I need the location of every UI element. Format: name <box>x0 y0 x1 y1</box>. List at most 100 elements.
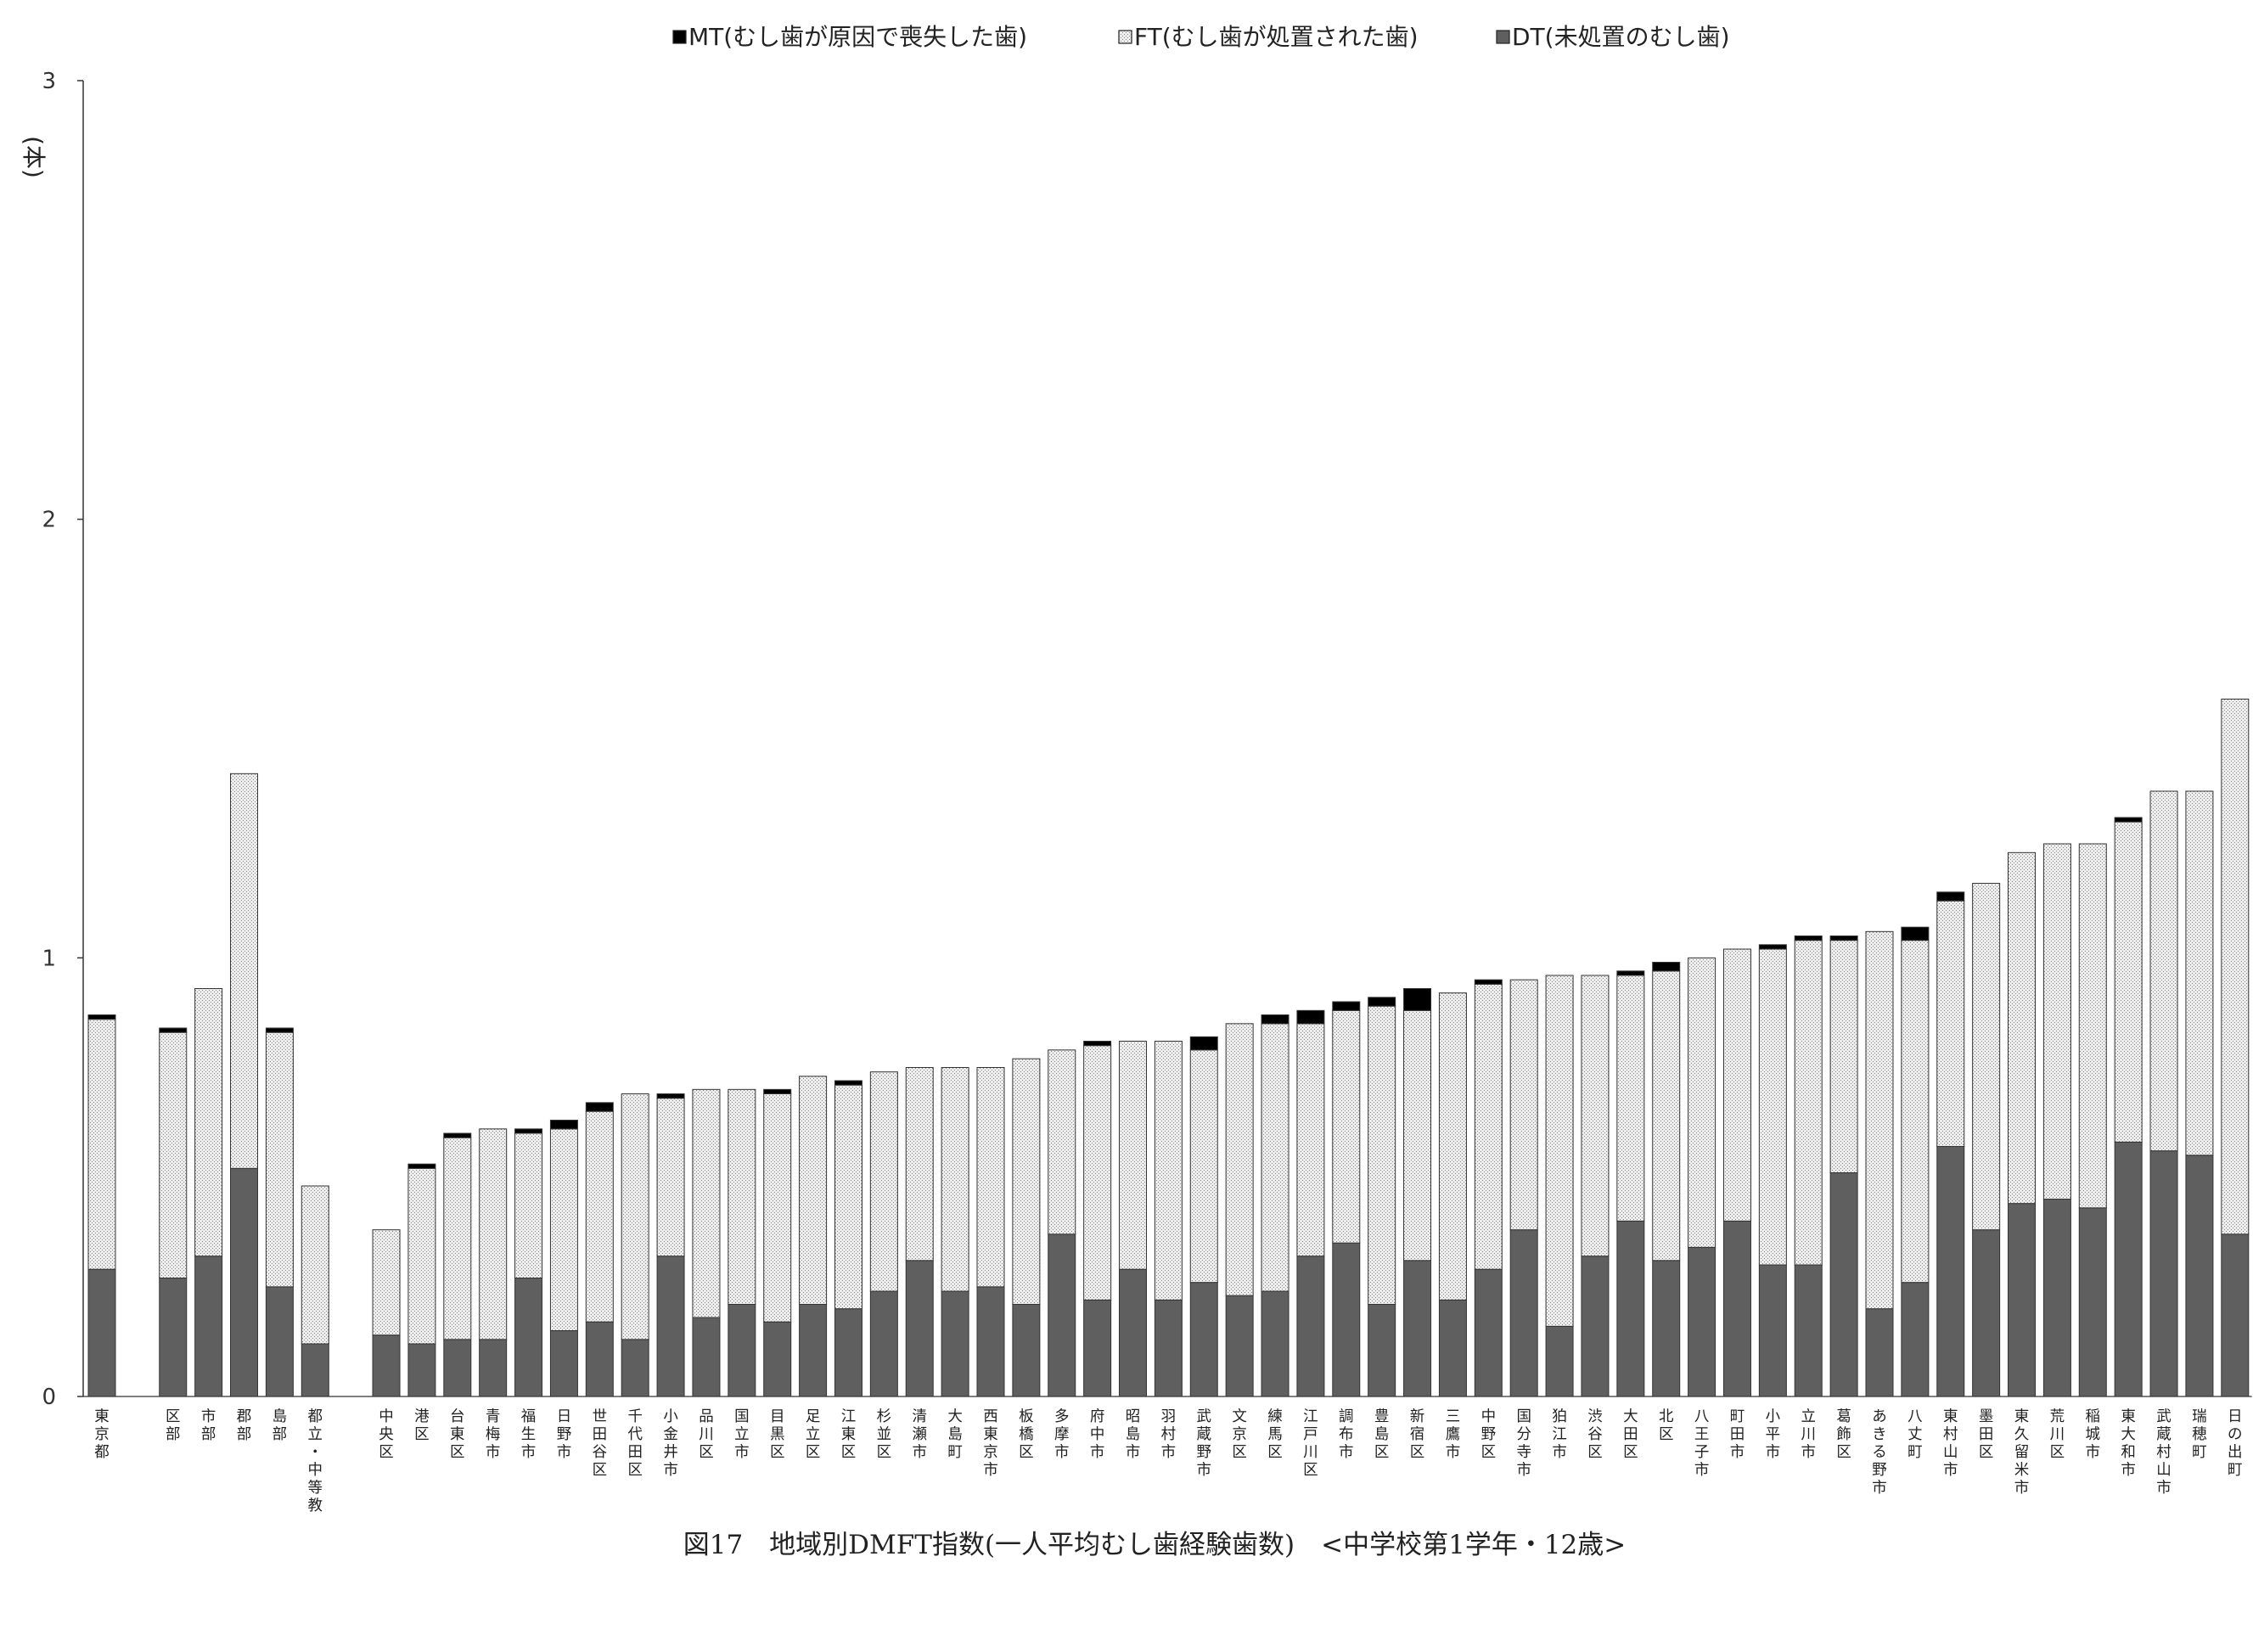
bar-segment-dt <box>1048 1233 1076 1397</box>
bar-stack <box>763 1088 792 1397</box>
legend-swatch <box>672 30 687 44</box>
x-tick-label: 東久留米市 <box>2014 1408 2030 1497</box>
x-tick-label: 瑞穂町 <box>2192 1408 2207 1461</box>
bar-segment-dt <box>230 1167 259 1397</box>
bar-stack <box>479 1128 508 1397</box>
bar-stack <box>159 1027 188 1397</box>
bar-segment-dt <box>372 1335 401 1397</box>
bar-segment-ft <box>1936 900 1965 1147</box>
bar-segment-mt <box>1332 1001 1361 1011</box>
bar-stack <box>728 1088 756 1397</box>
bar-segment-dt <box>941 1290 969 1397</box>
bar-segment-dt <box>905 1260 934 1397</box>
bar-stack <box>1829 936 1858 1397</box>
bar-segment-dt <box>2221 1233 2250 1397</box>
chart-caption: 図17 地域別DMFT指数(一人平均むし歯経験歯数) <中学校第1学年・12歳> <box>683 1530 1627 1560</box>
bar-stack <box>1225 1023 1254 1397</box>
bar-segment-dt <box>1936 1146 1965 1397</box>
bar-segment-dt <box>443 1339 472 1397</box>
bar-segment-dt <box>976 1286 1005 1397</box>
bar-segment-ft <box>265 1031 294 1288</box>
bar-stack <box>1509 979 1538 1397</box>
bar-segment-ft <box>1189 1049 1218 1284</box>
bar-segment-ft <box>2114 821 2143 1143</box>
bar-stack <box>2078 843 2107 1397</box>
bar-segment-mt <box>443 1132 472 1138</box>
bar-segment-mt <box>1616 970 1645 976</box>
bar-stack <box>2185 790 2214 1397</box>
bar-segment-dt <box>869 1290 898 1397</box>
bar-segment-ft <box>1154 1041 1183 1301</box>
bar-segment-ft <box>1829 940 1858 1173</box>
bar-stack <box>869 1071 898 1397</box>
bar-segment-dt <box>1189 1282 1218 1397</box>
bar-segment-ft <box>1865 930 1894 1310</box>
bar-segment-dt <box>1972 1229 2001 1397</box>
bar-segment-ft <box>1616 975 1645 1222</box>
bar-stack <box>87 1014 116 1397</box>
bar-segment-dt <box>692 1317 721 1397</box>
x-tick-label: 大島町 <box>947 1408 963 1461</box>
bar-segment-mt <box>656 1093 685 1099</box>
bar-segment-mt <box>1652 962 1681 972</box>
bar-segment-mt <box>763 1088 792 1095</box>
legend-label: FT(むし歯が処置された歯) <box>1134 23 1419 51</box>
x-tick-label: 台東区 <box>450 1408 465 1461</box>
bar-segment-ft <box>1261 1023 1289 1292</box>
bar-stack <box>976 1067 1005 1397</box>
bar-stack <box>1261 1014 1289 1397</box>
bar-segment-ft <box>159 1031 188 1278</box>
bar-stack <box>1901 926 1930 1397</box>
bar-segment-ft <box>1722 948 1751 1222</box>
bar-segment-dt <box>1119 1268 1148 1397</box>
bar-stack <box>230 773 259 1397</box>
bar-segment-mt <box>407 1163 436 1169</box>
bar-segment-mt <box>549 1120 578 1130</box>
bar-segment-ft <box>1758 948 1787 1266</box>
bar-stack <box>1972 883 2001 1397</box>
bar-segment-ft <box>763 1093 792 1323</box>
x-tick-label: 千代田区 <box>627 1408 643 1479</box>
bar-segment-ft <box>692 1088 721 1318</box>
bar-segment-dt <box>87 1268 116 1397</box>
y-tick-label: 3 <box>42 69 56 94</box>
bar-segment-ft <box>941 1067 969 1292</box>
bar-segment-ft <box>2221 699 2250 1235</box>
bar-segment-ft <box>2078 843 2107 1209</box>
bar-segment-dt <box>728 1304 756 1397</box>
x-tick-label: 多摩市 <box>1054 1408 1070 1461</box>
bar-segment-mt <box>1758 944 1787 950</box>
bar-stack <box>265 1027 294 1397</box>
x-tick-label: 中央区 <box>379 1408 394 1461</box>
bar-segment-ft <box>1972 883 2001 1231</box>
x-tick-label: 八丈町 <box>1907 1408 1923 1461</box>
chart-legend: MT(むし歯が原因で喪失した歯) FT(むし歯が処置された歯) DT(未処置のむし歯… <box>672 23 1730 51</box>
bar-segment-dt <box>1225 1295 1254 1397</box>
bar-segment-dt <box>1083 1299 1112 1397</box>
bar-stack <box>1865 930 1894 1397</box>
bar-segment-ft <box>301 1185 329 1345</box>
bar-segment-ft <box>514 1132 543 1278</box>
x-tick-label: 郡部 <box>237 1408 252 1443</box>
x-tick-label: 武蔵村山市 <box>2156 1408 2172 1497</box>
bar-stack <box>941 1067 969 1397</box>
bar-segment-ft <box>1794 940 1823 1266</box>
x-tick-label: 国立市 <box>734 1408 750 1461</box>
bar-stack <box>1545 975 1574 1397</box>
x-tick-label: 港区 <box>414 1408 430 1443</box>
x-tick-label: 目黒区 <box>770 1408 785 1461</box>
bar-segment-dt <box>1581 1256 1610 1397</box>
bar-segment-dt <box>1652 1260 1681 1397</box>
bar-stack <box>1722 948 1751 1397</box>
bar-stack <box>1012 1058 1041 1397</box>
bar-segment-ft <box>1545 975 1574 1327</box>
x-tick-label: 調布市 <box>1339 1408 1354 1461</box>
bar-stack <box>1332 1001 1361 1397</box>
bar-segment-dt <box>301 1343 329 1397</box>
x-tick-label: 西東京市 <box>983 1408 998 1479</box>
bar-stack <box>1154 1041 1183 1397</box>
x-tick-label: 練馬区 <box>1267 1408 1283 1461</box>
bar-segment-dt <box>1403 1260 1432 1397</box>
bar-segment-mt <box>1901 926 1930 941</box>
bar-segment-ft <box>869 1071 898 1292</box>
